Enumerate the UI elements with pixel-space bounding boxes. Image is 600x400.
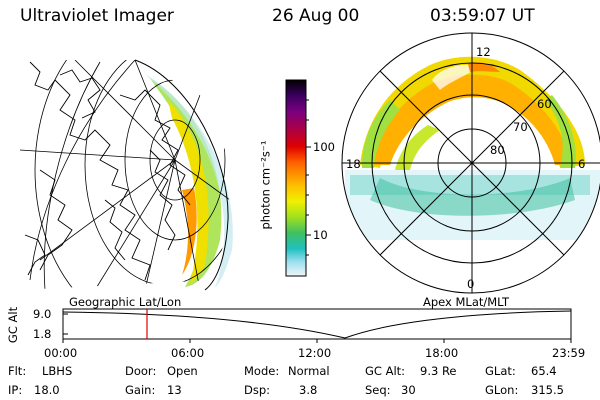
polar-auroral-emission xyxy=(345,56,600,240)
timeline-xtick-1800: 18:00 xyxy=(425,346,459,360)
gain-value: 13 xyxy=(167,383,182,397)
glon-value: 315.5 xyxy=(531,383,564,397)
polar-panel-title: Apex MLat/MLT xyxy=(423,295,510,309)
mlt-label-18: 18 xyxy=(346,157,361,171)
mlat-label-70: 70 xyxy=(513,120,528,134)
polar-map-panel xyxy=(341,32,600,294)
door-value: Open xyxy=(167,364,198,378)
gcalt-label: GC Alt: xyxy=(365,364,406,378)
timeline-xtick-0000: 00:00 xyxy=(44,346,78,360)
timeline-ytick-low: 1.8 xyxy=(33,327,52,341)
geo-auroral-emission xyxy=(145,74,233,288)
mlt-label-6: 6 xyxy=(578,157,586,171)
mode-label: Mode: xyxy=(244,364,280,378)
mlat-label-80: 80 xyxy=(490,143,505,157)
altitude-timeline xyxy=(62,308,572,343)
timeline-ytick-high: 9.0 xyxy=(33,307,52,321)
geo-panel-title: Geographic Lat/Lon xyxy=(69,295,182,309)
flt-value: LBHS xyxy=(42,364,73,378)
date-label: 26 Aug 00 xyxy=(272,6,360,26)
timeline-axis-label: GC Alt xyxy=(6,306,21,344)
flt-label: Flt: xyxy=(8,364,27,378)
colorbar-unit-label: photon cm⁻²s⁻¹ xyxy=(258,140,273,230)
gcalt-value: 9.3 Re xyxy=(420,364,457,378)
glat-label: GLat: xyxy=(485,364,516,378)
glon-label: GLon: xyxy=(485,383,519,397)
dsp-label: Dsp: xyxy=(244,383,271,397)
ip-value: 18.0 xyxy=(34,383,60,397)
mlt-label-0: 0 xyxy=(467,277,475,291)
mode-value: Normal xyxy=(288,364,330,378)
seq-label: Seq: xyxy=(365,383,391,397)
timeline-xtick-0600: 06:00 xyxy=(171,346,205,360)
geo-latitude-grid xyxy=(34,60,230,290)
door-label: Door: xyxy=(125,364,157,378)
time-label: 03:59:07 UT xyxy=(430,6,535,26)
seq-value: 30 xyxy=(401,383,416,397)
colorbar xyxy=(285,79,311,277)
timeline-xtick-2359: 23:59 xyxy=(552,346,586,360)
dsp-value: 3.8 xyxy=(299,383,318,397)
colorbar-tick-100: 100 xyxy=(313,140,335,154)
glat-value: 65.4 xyxy=(531,364,557,378)
ip-label: IP: xyxy=(8,383,23,397)
geo-longitude-grid xyxy=(20,60,230,290)
polar-grid xyxy=(341,32,600,294)
gain-label: Gain: xyxy=(125,383,156,397)
instrument-title: Ultraviolet Imager xyxy=(20,6,174,26)
colorbar-tick-10: 10 xyxy=(313,228,328,242)
mlt-label-12: 12 xyxy=(476,45,491,59)
mlat-label-60: 60 xyxy=(537,97,552,111)
geographic-map-panel xyxy=(20,59,233,291)
timeline-xtick-1200: 12:00 xyxy=(298,346,332,360)
geo-coastlines xyxy=(24,61,191,281)
